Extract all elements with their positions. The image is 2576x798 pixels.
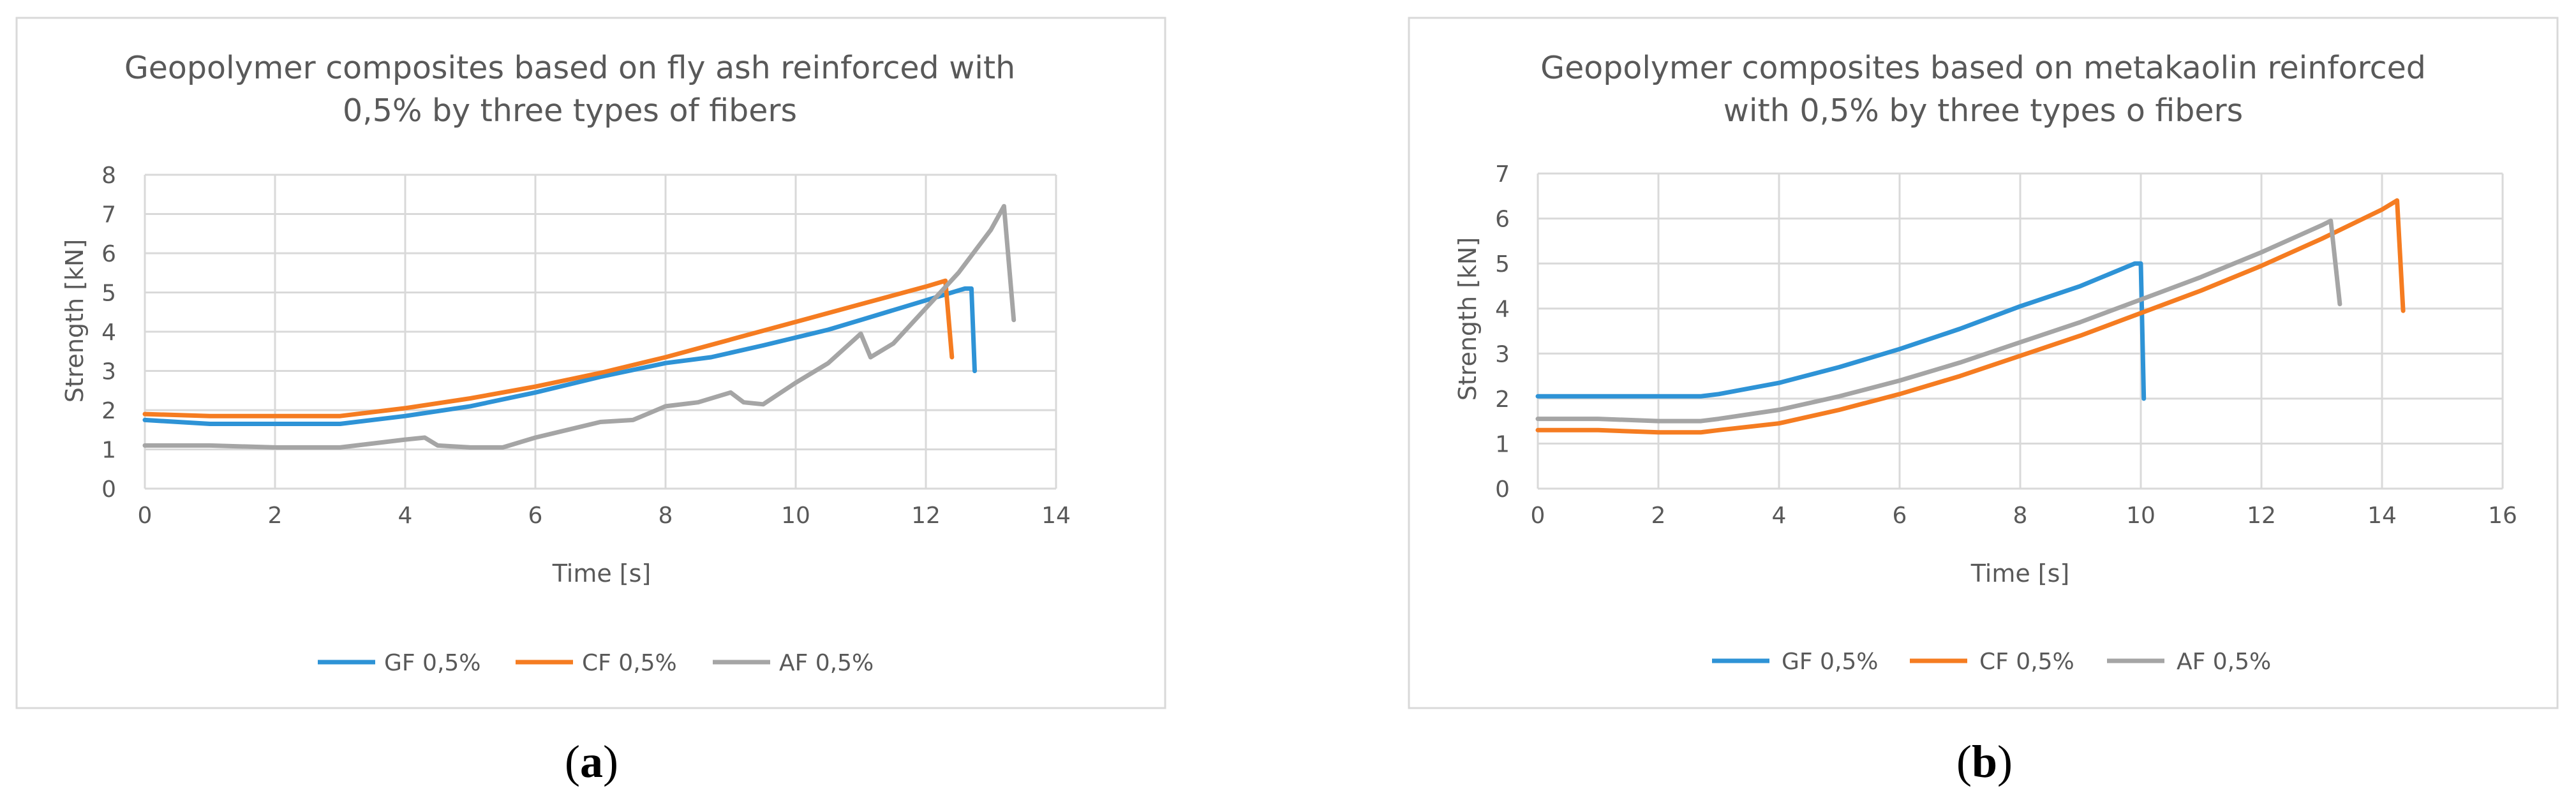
chart-b-legend-label-cf: CF 0,5% xyxy=(1979,649,2074,675)
chart-b-y-axis-title: Strength [kN] xyxy=(1454,237,1482,401)
chart-a-legend-label-gf: GF 0,5% xyxy=(384,650,481,676)
chart-b-y-tick-labels: 0 1 2 3 4 5 6 7 xyxy=(1495,161,1510,503)
chart-a-y-tick-6: 6 xyxy=(101,241,116,267)
chart-a-x-tick-1: 2 xyxy=(268,503,283,529)
chart-b-x-axis-title: Time [s] xyxy=(1970,559,2070,587)
chart-b-y-tick-3: 3 xyxy=(1495,341,1510,367)
chart-b-title-line-1: Geopolymer composites based on metakaoli… xyxy=(1540,50,2426,86)
chart-a-y-axis-title: Strength [kN] xyxy=(61,239,89,403)
chart-b-series xyxy=(1535,198,2406,435)
chart-b-legend-label-af: AF 0,5% xyxy=(2177,649,2271,675)
chart-b-x-tick-7: 14 xyxy=(2367,503,2397,529)
chart-a-series-line-af xyxy=(142,203,1016,450)
chart-b-x-tick-labels: 0 2 4 6 8 10 12 14 16 xyxy=(1531,503,2517,529)
chart-b-series-line-gf xyxy=(1535,261,2147,401)
chart-b-x-tick-5: 10 xyxy=(2126,503,2155,529)
chart-b-frame xyxy=(1408,17,2559,709)
chart-b-series-line-af xyxy=(1535,218,2342,424)
chart-a-y-tick-7: 7 xyxy=(101,202,116,228)
chart-a-x-axis-title: Time [s] xyxy=(552,559,651,587)
chart-a-y-tick-5: 5 xyxy=(101,281,116,307)
chart-b-title-line-2: with 0,5% by three types o fibers xyxy=(1724,92,2243,129)
chart-b-x-tick-2: 4 xyxy=(1772,503,1787,529)
chart-a-y-tick-2: 2 xyxy=(101,398,116,424)
chart-a-x-tick-2: 4 xyxy=(398,503,413,529)
chart-a-x-tick-4: 8 xyxy=(659,503,673,529)
chart-a-legend-label-af: AF 0,5% xyxy=(779,650,874,676)
chart-a-x-tick-5: 10 xyxy=(781,503,810,529)
chart-a-series-line-gf xyxy=(142,286,977,426)
chart-a-y-tick-4: 4 xyxy=(101,320,116,346)
chart-b-y-tick-0: 0 xyxy=(1495,477,1510,503)
chart-b-y-tick-7: 7 xyxy=(1495,161,1510,188)
chart-a-y-tick-0: 0 xyxy=(101,477,116,503)
chart-a-series-line-cf xyxy=(142,278,955,418)
chart-a-x-tick-7: 14 xyxy=(1041,503,1071,529)
chart-b: Geopolymer composites based on metakaoli… xyxy=(1408,17,2559,787)
chart-a-x-tick-0: 0 xyxy=(138,503,153,529)
chart-a-y-tick-labels: 0 1 2 3 4 5 6 7 8 xyxy=(101,163,116,503)
chart-a-x-tick-labels: 0 2 4 6 8 10 12 14 xyxy=(138,503,1071,529)
chart-a: Geopolymer composites based on fly ash r… xyxy=(15,17,1166,787)
chart-b-y-tick-4: 4 xyxy=(1495,297,1510,323)
chart-b-y-tick-5: 5 xyxy=(1495,251,1510,277)
caption-a: (a) xyxy=(565,736,618,787)
chart-a-y-tick-3: 3 xyxy=(101,359,116,385)
chart-a-series xyxy=(142,203,1016,450)
chart-b-x-tick-0: 0 xyxy=(1531,503,1545,529)
chart-b-x-tick-4: 8 xyxy=(2013,503,2028,529)
chart-b-x-tick-3: 6 xyxy=(1893,503,1907,529)
chart-a-x-tick-3: 6 xyxy=(528,503,543,529)
chart-a-legend: GF 0,5% CF 0,5% AF 0,5% xyxy=(318,650,874,676)
chart-a-y-tick-1: 1 xyxy=(101,438,116,464)
chart-b-legend-label-gf: GF 0,5% xyxy=(1782,649,1879,675)
chart-a-y-tick-8: 8 xyxy=(101,163,116,189)
chart-b-x-tick-1: 2 xyxy=(1651,503,1666,529)
chart-a-legend-label-cf: CF 0,5% xyxy=(582,650,677,676)
chart-a-title-line-1: Geopolymer composites based on fly ash r… xyxy=(124,50,1015,86)
chart-b-x-tick-8: 16 xyxy=(2488,503,2517,529)
chart-b-y-tick-1: 1 xyxy=(1495,431,1510,457)
chart-b-legend: GF 0,5% CF 0,5% AF 0,5% xyxy=(1712,649,2271,675)
chart-b-y-tick-6: 6 xyxy=(1495,207,1510,233)
chart-b-y-tick-2: 2 xyxy=(1495,387,1510,413)
chart-b-x-tick-6: 12 xyxy=(2247,503,2276,529)
caption-b: (b) xyxy=(1956,736,2013,787)
chart-a-x-tick-6: 12 xyxy=(911,503,941,529)
chart-a-title-line-2: 0,5% by three types of fibers xyxy=(343,92,797,129)
